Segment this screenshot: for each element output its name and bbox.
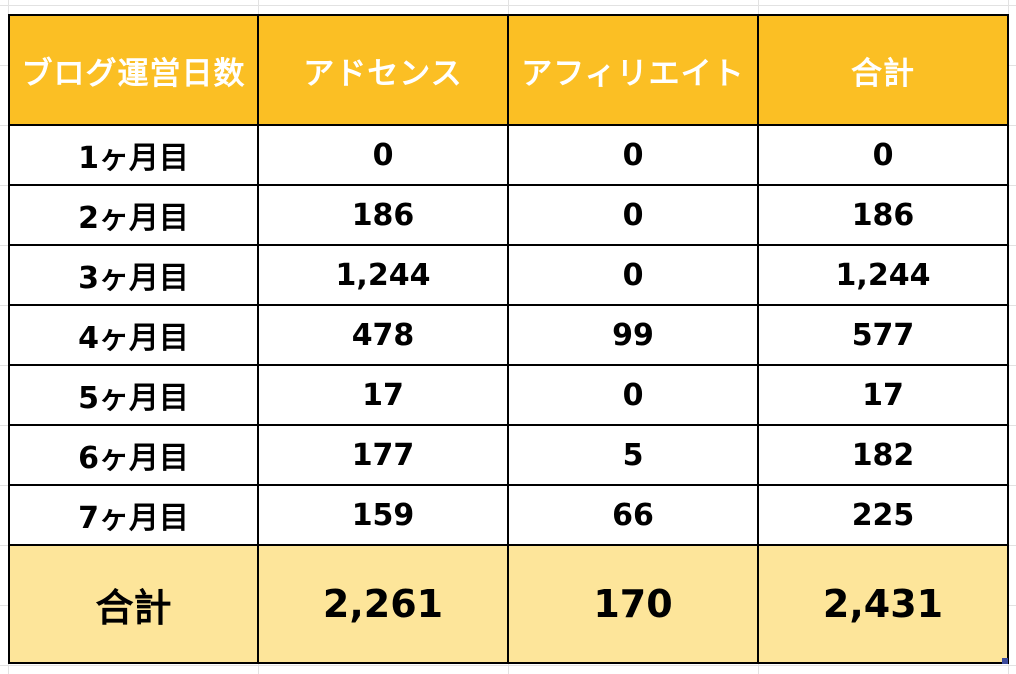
affiliate-cell[interactable]: 66: [507, 484, 759, 546]
adsense-cell[interactable]: 0: [257, 124, 509, 186]
affiliate-cell[interactable]: 0: [507, 184, 759, 246]
month-cell[interactable]: 1ヶ月目: [8, 124, 259, 186]
total-cell[interactable]: 225: [757, 484, 1009, 546]
total-cell[interactable]: 577: [757, 304, 1009, 366]
header-row: ブログ運営日数 アドセンス アフィリエイト 合計: [8, 14, 1009, 126]
grand-total-cell[interactable]: 2,431: [757, 544, 1009, 664]
table-row: 4ヶ月目 478 99 577: [8, 304, 1009, 366]
total-row: 合計 2,261 170 2,431: [8, 544, 1009, 664]
table-row: 7ヶ月目 159 66 225: [8, 484, 1009, 546]
adsense-cell[interactable]: 186: [257, 184, 509, 246]
month-cell[interactable]: 6ヶ月目: [8, 424, 259, 486]
month-cell[interactable]: 5ヶ月目: [8, 364, 259, 426]
table-row: 6ヶ月目 177 5 182: [8, 424, 1009, 486]
affiliate-cell[interactable]: 0: [507, 124, 759, 186]
affiliate-cell[interactable]: 99: [507, 304, 759, 366]
total-cell[interactable]: 17: [757, 364, 1009, 426]
month-cell[interactable]: 7ヶ月目: [8, 484, 259, 546]
table-row: 2ヶ月目 186 0 186: [8, 184, 1009, 246]
total-cell[interactable]: 186: [757, 184, 1009, 246]
total-affiliate-cell[interactable]: 170: [507, 544, 759, 664]
adsense-cell[interactable]: 177: [257, 424, 509, 486]
table-row: 3ヶ月目 1,244 0 1,244: [8, 244, 1009, 306]
header-adsense[interactable]: アドセンス: [257, 14, 509, 126]
month-cell[interactable]: 3ヶ月目: [8, 244, 259, 306]
header-blog-days[interactable]: ブログ運営日数: [8, 14, 259, 126]
total-cell[interactable]: 1,244: [757, 244, 1009, 306]
affiliate-cell[interactable]: 0: [507, 244, 759, 306]
adsense-cell[interactable]: 1,244: [257, 244, 509, 306]
table-row: 1ヶ月目 0 0 0: [8, 124, 1009, 186]
total-cell[interactable]: 182: [757, 424, 1009, 486]
affiliate-cell[interactable]: 5: [507, 424, 759, 486]
month-cell[interactable]: 2ヶ月目: [8, 184, 259, 246]
header-affiliate[interactable]: アフィリエイト: [507, 14, 759, 126]
table-row: 5ヶ月目 17 0 17: [8, 364, 1009, 426]
header-total[interactable]: 合計: [757, 14, 1009, 126]
adsense-cell[interactable]: 159: [257, 484, 509, 546]
total-label-cell[interactable]: 合計: [8, 544, 259, 664]
total-cell[interactable]: 0: [757, 124, 1009, 186]
total-adsense-cell[interactable]: 2,261: [257, 544, 509, 664]
affiliate-cell[interactable]: 0: [507, 364, 759, 426]
adsense-cell[interactable]: 478: [257, 304, 509, 366]
adsense-cell[interactable]: 17: [257, 364, 509, 426]
month-cell[interactable]: 4ヶ月目: [8, 304, 259, 366]
blog-revenue-table: ブログ運営日数 アドセンス アフィリエイト 合計 1ヶ月目 0 0 0 2ヶ月目…: [8, 14, 1009, 664]
fill-handle[interactable]: [1002, 658, 1008, 664]
